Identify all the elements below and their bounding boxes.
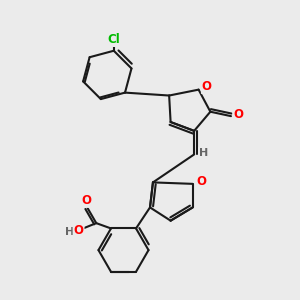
Text: Cl: Cl bbox=[107, 33, 120, 46]
Text: O: O bbox=[202, 80, 212, 93]
Text: H: H bbox=[65, 227, 74, 237]
Text: O: O bbox=[233, 108, 243, 121]
Text: H: H bbox=[199, 148, 208, 158]
Text: O: O bbox=[81, 194, 91, 207]
Text: O: O bbox=[196, 175, 206, 188]
Text: O: O bbox=[74, 224, 84, 237]
